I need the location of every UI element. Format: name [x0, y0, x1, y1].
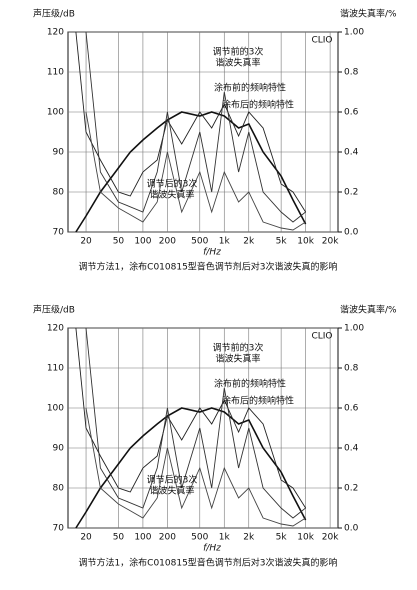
y2-tick-label: 0.6	[344, 404, 359, 414]
y2-tick-label: 0.2	[344, 188, 358, 198]
x-tick-label: 500	[191, 533, 208, 543]
x-tick-label: 200	[159, 237, 176, 247]
y-tick-label: 120	[47, 324, 64, 334]
y2-tick-label: 0.0	[344, 524, 359, 534]
y2-tick-label: 0.8	[344, 68, 359, 78]
caption: 调节方法1，涂布C010815型音色调节剂后对3次谐波失真的影响	[78, 261, 337, 273]
y2-axis-label: 谐波失真率/%	[340, 304, 397, 316]
plot-frame	[67, 31, 339, 233]
y2-tick-label: 0.8	[344, 364, 359, 374]
series-label: 谐波失真率	[215, 353, 260, 365]
series-label: 调节前的3次	[213, 342, 264, 354]
y-tick-label: 70	[53, 524, 65, 534]
y2-tick-label: 1.00	[344, 324, 364, 334]
x-tick-label: 100	[134, 533, 151, 543]
y-axis-label: 声压级/dB	[33, 304, 75, 316]
x-tick-label: 20k	[322, 533, 339, 543]
chart: 20 50 100 200 500 1k 2k 5k 10k 20k 70 80 90 100 110 120…	[33, 304, 397, 569]
x-tick-label: 10k	[297, 237, 314, 247]
caption: 调节方法1，涂布C010815型音色调节剂后对3次谐波失真的影响	[78, 557, 337, 569]
x-tick-label: 20	[80, 237, 92, 247]
y2-tick-label: 0.0	[344, 228, 359, 238]
series-label: 调节后的3次	[147, 178, 198, 190]
y2-tick-label: 0.4	[344, 148, 359, 158]
x-tick-label: 20k	[322, 237, 339, 247]
y-tick-label: 90	[53, 444, 65, 454]
x-tick-label: 2k	[243, 237, 255, 247]
x-tick-label: 200	[159, 533, 176, 543]
series-label: 谐波失真率	[149, 189, 194, 201]
series-line	[75, 327, 306, 509]
y-tick-label: 110	[47, 364, 64, 374]
series-label: 涂布后的频响特性	[222, 99, 294, 111]
series-label: 谐波失真率	[149, 485, 194, 497]
series-label: 涂布前的频响特性	[214, 82, 286, 94]
y-tick-label: 100	[47, 404, 64, 414]
y-tick-label: 110	[47, 68, 64, 78]
x-tick-label: 2k	[243, 533, 255, 543]
x-tick-label: 20	[80, 533, 92, 543]
series-label: 调节后的3次	[147, 474, 198, 486]
x-tick-label: 1k	[219, 237, 231, 247]
x-tick-label: 50	[113, 533, 125, 543]
y2-axis-label: 谐波失真率/%	[340, 8, 397, 20]
series-line	[85, 111, 306, 231]
y2-tick-label: 0.2	[344, 484, 358, 494]
x-axis-label: f/Hz	[203, 248, 221, 258]
x-axis-label: f/Hz	[203, 544, 221, 554]
series-line	[75, 31, 306, 213]
chart: 20 50 100 200 500 1k 2k 5k 10k 20k 70 80 90 100 110 120…	[33, 8, 397, 273]
x-tick-label: 50	[113, 237, 125, 247]
y-tick-label: 80	[53, 484, 65, 494]
x-tick-label: 500	[191, 237, 208, 247]
series-line	[85, 407, 306, 527]
series-label: 涂布后的频响特性	[222, 395, 294, 407]
y-tick-label: 100	[47, 108, 64, 118]
y2-tick-label: 0.6	[344, 108, 359, 118]
y-tick-label: 80	[53, 188, 65, 198]
x-tick-label: 10k	[297, 533, 314, 543]
y-tick-label: 90	[53, 148, 65, 158]
y2-tick-label: 1.00	[344, 28, 364, 38]
x-tick-label: 5k	[276, 237, 288, 247]
x-tick-label: 1k	[219, 533, 231, 543]
x-tick-label: 100	[134, 237, 151, 247]
y2-tick-label: 0.4	[344, 444, 359, 454]
series-line	[85, 327, 306, 519]
plot-frame	[67, 327, 339, 529]
series-line	[75, 407, 307, 529]
y-axis-label: 声压级/dB	[33, 8, 75, 20]
y-tick-label: 120	[47, 28, 64, 38]
badge: CLIO	[311, 332, 332, 342]
series-line	[75, 111, 307, 233]
badge: CLIO	[311, 36, 332, 46]
x-tick-label: 5k	[276, 533, 288, 543]
series-label: 涂布前的频响特性	[214, 378, 286, 390]
series-label: 调节前的3次	[213, 46, 264, 58]
y-tick-label: 70	[53, 228, 65, 238]
series-line	[85, 31, 306, 223]
series-label: 谐波失真率	[215, 57, 260, 69]
